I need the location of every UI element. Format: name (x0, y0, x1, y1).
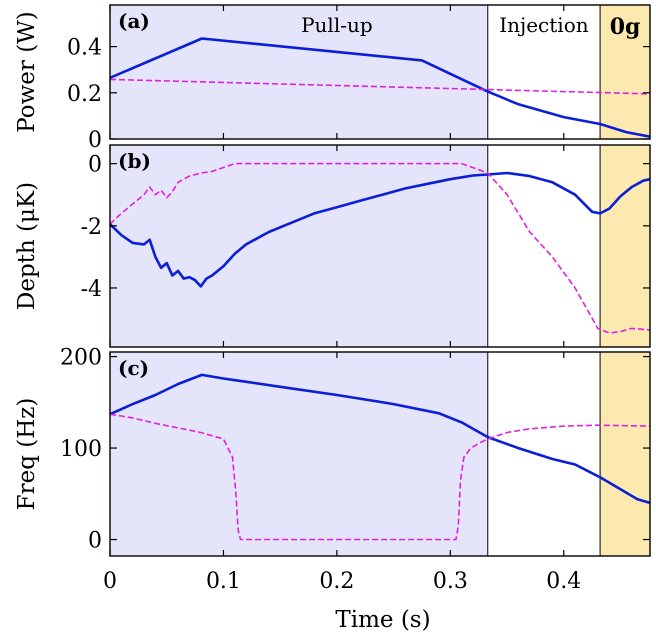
pull-up-region (110, 145, 488, 347)
x-tick-label: 0 (103, 569, 117, 594)
y-axis-label: Freq (Hz) (14, 398, 40, 511)
dashed-series-line-3 (109, 413, 651, 541)
zero-g-region (600, 145, 650, 347)
y-tick-label: 0 (88, 153, 102, 178)
y-tick-label: -2 (81, 215, 102, 240)
panel-1: 0 0.2 0.4 Power (W) (a) Pull-up Injection 0g (14, 4, 651, 153)
solid-series-line-3 (109, 373, 651, 505)
y-tick-label: 0 (88, 128, 102, 153)
dashed-series-line-1 (109, 78, 651, 95)
x-tick-label: 0.3 (433, 569, 468, 594)
y-tick-label: 0.2 (67, 82, 102, 107)
y-axis-label: Depth (μK) (14, 182, 40, 310)
panel-letter: (c) (118, 356, 149, 380)
x-axis: Time (s) 0 0.1 0.2 0.3 0.4 (103, 569, 581, 633)
zero-g-region (600, 5, 650, 139)
y-axis-label: Power (W) (14, 11, 40, 133)
panel-frame (109, 144, 651, 348)
panel-letter: (b) (118, 149, 151, 173)
phase-label-zero-g: 0g (610, 14, 641, 40)
y-tick-label: -4 (81, 277, 102, 302)
panel-frame (109, 351, 651, 557)
x-tick-label: 0.4 (546, 569, 581, 594)
solid-series-line-2 (109, 171, 651, 288)
x-tick-label: 0.1 (206, 569, 241, 594)
phase-label-injection: Injection (499, 13, 588, 37)
panel-3: 0 100 200 Freq (Hz) (c) (14, 346, 651, 557)
y-tick-label: 0.4 (67, 36, 102, 61)
panel-letter: (a) (118, 9, 150, 33)
panel-frame (109, 4, 651, 140)
dashed-series-line-2 (109, 162, 651, 334)
panel-2: -4 -2 0 Depth (μK) (b) (14, 144, 651, 348)
x-axis-label: Time (s) (335, 607, 430, 633)
zero-g-region (600, 352, 650, 556)
x-tick-label: 0.2 (319, 569, 354, 594)
y-tick-label: 0 (88, 529, 102, 554)
y-tick-label: 100 (60, 437, 102, 462)
pull-up-region (110, 352, 488, 556)
solid-series-line-1 (109, 37, 651, 138)
pull-up-region (110, 5, 488, 139)
phase-label-pull-up: Pull-up (301, 13, 373, 37)
y-tick-label: 200 (60, 346, 102, 371)
